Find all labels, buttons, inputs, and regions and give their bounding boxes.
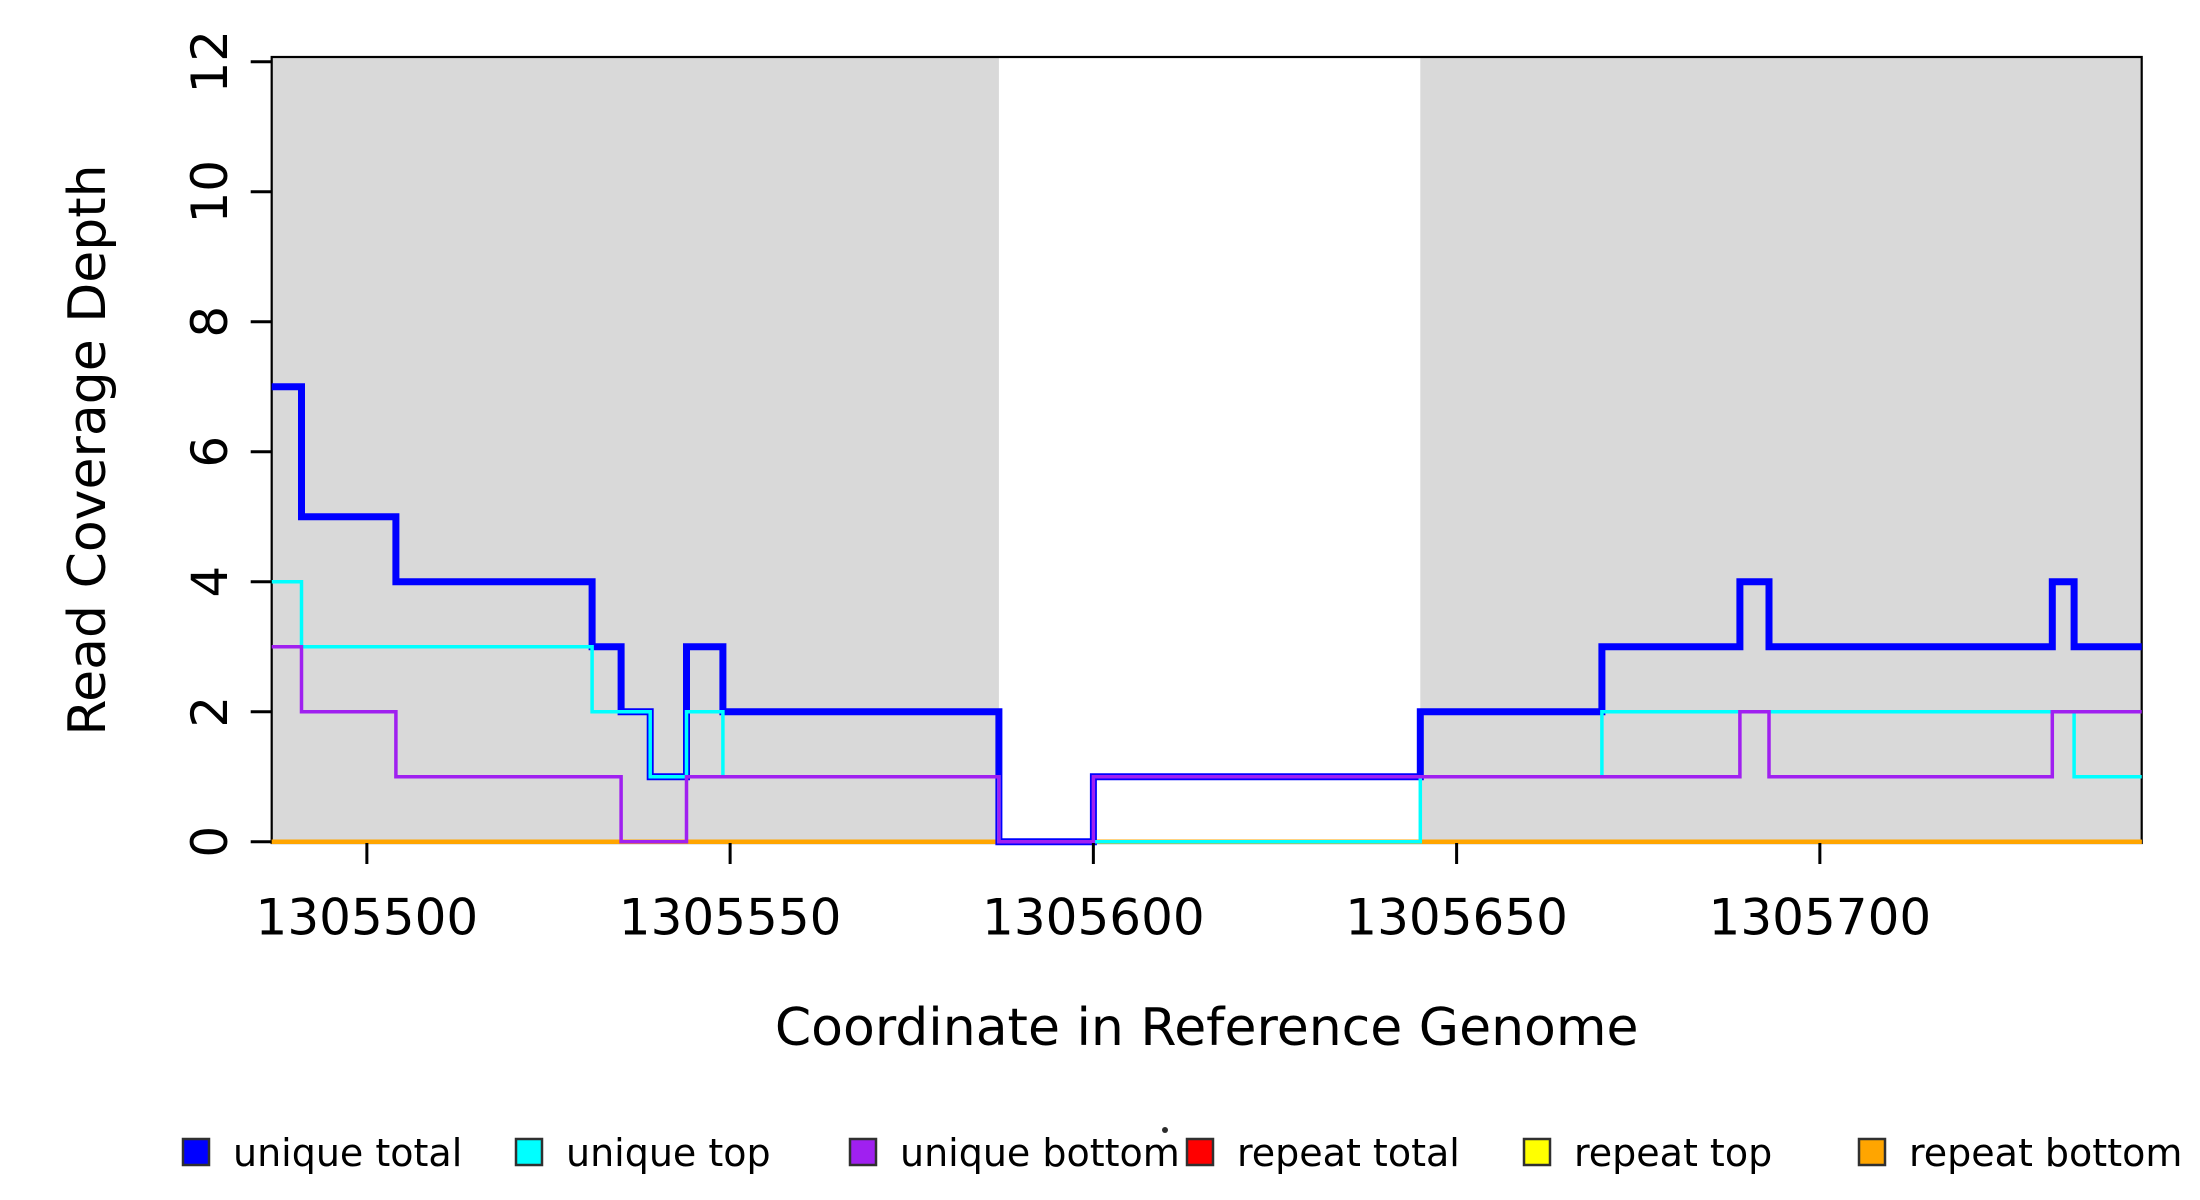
- legend-swatch-unique-top: [514, 1137, 544, 1167]
- x-tick-label: 1305600: [982, 889, 1205, 947]
- x-tick-label: 1305650: [1345, 889, 1568, 947]
- x-tick-label: 1305550: [619, 889, 842, 947]
- shaded-regions: [271, 57, 2142, 843]
- series-lines: [271, 383, 2142, 846]
- legend: unique total unique top unique bottom repea…: [181, 1127, 2182, 1175]
- y-tick-label: 6: [181, 436, 239, 468]
- y-tick-label: 2: [181, 696, 239, 728]
- x-axis: 1305500 1305550 1305600 1305650 1305700 Coord…: [256, 843, 1932, 1058]
- y-tick-label: 12: [181, 30, 239, 94]
- x-tick-label: 1305700: [1709, 889, 1932, 947]
- legend-label-unique-top: unique top: [566, 1131, 771, 1175]
- y-tick-label: 4: [181, 566, 239, 598]
- x-tick-label: 1305500: [256, 889, 479, 947]
- series-line-unique-top: [271, 579, 2142, 844]
- legend-label-unique-bottom: unique bottom: [900, 1131, 1180, 1175]
- legend-swatch-repeat-top: [1522, 1137, 1552, 1167]
- stray-dot: [1162, 1127, 1168, 1133]
- legend-swatch-unique-bottom: [848, 1137, 878, 1167]
- legend-swatch-repeat-bottom: [1857, 1137, 1887, 1167]
- shaded-region-right: [1420, 57, 2142, 843]
- y-axis-title: Read Coverage Depth: [58, 164, 118, 735]
- series-line-unique-bottom: [271, 644, 2142, 844]
- legend-swatch-unique-total: [181, 1137, 211, 1167]
- legend-label-repeat-bottom: repeat bottom: [1909, 1131, 2182, 1175]
- y-tick-label: 10: [181, 160, 239, 224]
- y-tick-label: 0: [181, 826, 239, 858]
- legend-label-unique-total: unique total: [233, 1131, 462, 1175]
- y-tick-label: 8: [181, 306, 239, 338]
- shaded-region-left: [271, 57, 999, 843]
- x-axis-title: Coordinate in Reference Genome: [775, 998, 1639, 1058]
- legend-label-repeat-top: repeat top: [1574, 1131, 1772, 1175]
- legend-swatch-repeat-total: [1185, 1137, 1215, 1167]
- legend-label-repeat-total: repeat total: [1237, 1131, 1460, 1175]
- y-axis: 0 2 4 6 8 10 12 Read Coverage Depth: [58, 30, 272, 858]
